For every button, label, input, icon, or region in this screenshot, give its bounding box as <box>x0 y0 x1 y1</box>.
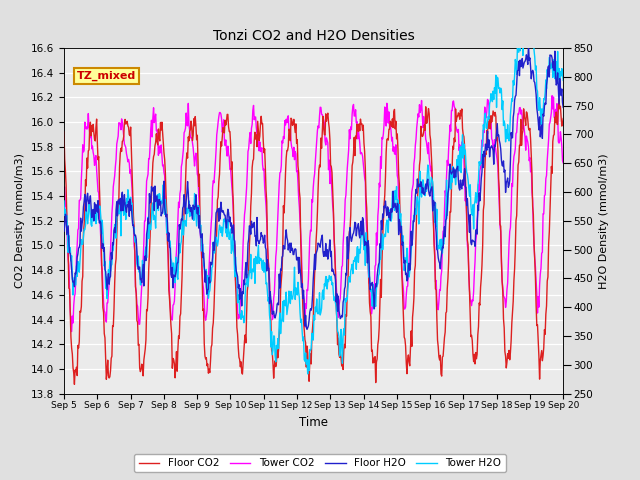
Tower CO2 <box>172 259 180 264</box>
Tower H2O <box>120 204 128 210</box>
Floor H2O <box>198 235 205 240</box>
Floor H2O <box>120 192 128 197</box>
Floor CO2 <box>374 336 382 342</box>
Floor H2O <box>525 41 532 47</box>
Floor CO2 <box>198 273 206 279</box>
Floor CO2 <box>70 382 78 387</box>
Floor H2O <box>559 105 567 110</box>
Floor H2O <box>60 228 68 234</box>
Floor H2O <box>172 274 179 280</box>
Tower H2O <box>172 280 179 286</box>
Floor CO2 <box>559 116 567 121</box>
Tower CO2 <box>198 271 206 277</box>
Line: Tower H2O: Tower H2O <box>64 39 563 374</box>
Tower H2O <box>374 273 382 278</box>
Line: Tower CO2: Tower CO2 <box>64 96 563 332</box>
Floor CO2 <box>172 363 180 369</box>
Y-axis label: H2O Density (mmol/m3): H2O Density (mmol/m3) <box>599 153 609 288</box>
Tower H2O <box>69 292 77 298</box>
Tower H2O <box>389 189 397 194</box>
Tower H2O <box>60 198 68 204</box>
Floor CO2 <box>69 365 77 371</box>
Floor CO2 <box>555 96 563 102</box>
Tower CO2 <box>68 329 76 335</box>
Y-axis label: CO2 Density (mmol/m3): CO2 Density (mmol/m3) <box>15 153 26 288</box>
Tower H2O <box>304 371 312 377</box>
Tower CO2 <box>548 93 556 98</box>
Line: Floor CO2: Floor CO2 <box>64 99 563 384</box>
Title: Tonzi CO2 and H2O Densities: Tonzi CO2 and H2O Densities <box>212 29 415 43</box>
Tower CO2 <box>374 204 382 210</box>
Text: TZ_mixed: TZ_mixed <box>77 71 136 82</box>
Tower H2O <box>559 77 567 83</box>
Tower CO2 <box>70 302 77 308</box>
Tower H2O <box>198 248 205 254</box>
X-axis label: Time: Time <box>299 416 328 429</box>
Floor CO2 <box>121 117 129 122</box>
Line: Floor H2O: Floor H2O <box>64 44 563 329</box>
Tower H2O <box>516 36 524 42</box>
Floor H2O <box>303 326 311 332</box>
Floor H2O <box>374 262 382 267</box>
Floor CO2 <box>389 125 397 131</box>
Tower CO2 <box>559 160 567 166</box>
Floor H2O <box>389 188 397 194</box>
Tower CO2 <box>389 148 397 154</box>
Floor CO2 <box>60 129 68 135</box>
Tower CO2 <box>60 185 68 191</box>
Tower CO2 <box>121 143 129 148</box>
Legend: Floor CO2, Tower CO2, Floor H2O, Tower H2O: Floor CO2, Tower CO2, Floor H2O, Tower H… <box>134 454 506 472</box>
Floor H2O <box>69 279 77 285</box>
